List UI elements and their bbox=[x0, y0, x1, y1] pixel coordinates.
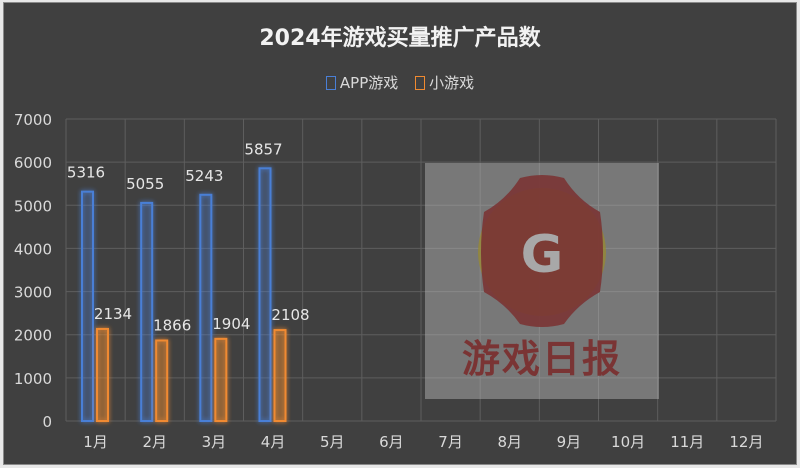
y-tick-label: 2000 bbox=[14, 327, 52, 345]
data-label: 5055 bbox=[126, 175, 164, 193]
chart-title: 2024年游戏买量推广产品数 bbox=[259, 26, 541, 51]
legend-label-app: APP游戏 bbox=[339, 74, 399, 92]
x-tick-label: 6月 bbox=[379, 433, 404, 451]
bar-mini bbox=[273, 329, 287, 423]
y-tick-label: 4000 bbox=[14, 240, 52, 258]
data-label: 5243 bbox=[185, 167, 223, 185]
watermark-text: 游戏日报 bbox=[462, 337, 622, 381]
bar-mini bbox=[155, 339, 169, 422]
y-tick-label: 0 bbox=[42, 413, 52, 431]
y-tick-label: 3000 bbox=[14, 284, 52, 302]
y-tick-label: 5000 bbox=[14, 197, 52, 215]
legend-item-mini[interactable]: 小游戏 bbox=[415, 72, 474, 93]
chart-frame bbox=[3, 2, 797, 465]
x-tick-label: 2月 bbox=[142, 433, 167, 451]
data-label: 5316 bbox=[67, 164, 105, 182]
y-tick-label: 6000 bbox=[14, 154, 52, 172]
x-tick-label: 9月 bbox=[557, 433, 582, 451]
watermark-logo-letter: G bbox=[521, 225, 564, 285]
legend-item-app[interactable]: APP游戏 bbox=[325, 72, 399, 93]
x-tick-label: 8月 bbox=[497, 433, 522, 451]
bar-mini bbox=[214, 337, 228, 422]
x-tick-label: 12月 bbox=[729, 433, 763, 451]
bar-app bbox=[140, 201, 154, 422]
y-tick-label: 1000 bbox=[14, 370, 52, 388]
x-tick-label: 7月 bbox=[438, 433, 463, 451]
x-tick-label: 5月 bbox=[320, 433, 345, 451]
x-tick-label: 4月 bbox=[261, 433, 286, 451]
x-tick-label: 1月 bbox=[83, 433, 108, 451]
watermark-logo-icon bbox=[481, 175, 603, 327]
data-label: 2134 bbox=[94, 305, 132, 323]
y-tick-label: 7000 bbox=[14, 111, 52, 129]
bar-app bbox=[199, 193, 213, 422]
legend-swatch-mini bbox=[415, 75, 426, 90]
x-tick-label: 11月 bbox=[670, 433, 704, 451]
legend-label-mini: 小游戏 bbox=[429, 74, 475, 92]
data-label: 1866 bbox=[153, 316, 191, 334]
bar-mini bbox=[96, 327, 109, 422]
legend-swatch-app bbox=[325, 75, 336, 90]
bar-app bbox=[258, 167, 272, 422]
x-tick-label: 10月 bbox=[611, 433, 645, 451]
x-tick-label: 3月 bbox=[202, 433, 227, 451]
bar-app bbox=[81, 190, 94, 422]
data-label: 1904 bbox=[212, 315, 250, 333]
legend: APP游戏 小游戏 bbox=[0, 72, 800, 94]
data-label: 5857 bbox=[244, 140, 282, 158]
data-label: 2108 bbox=[271, 306, 309, 324]
